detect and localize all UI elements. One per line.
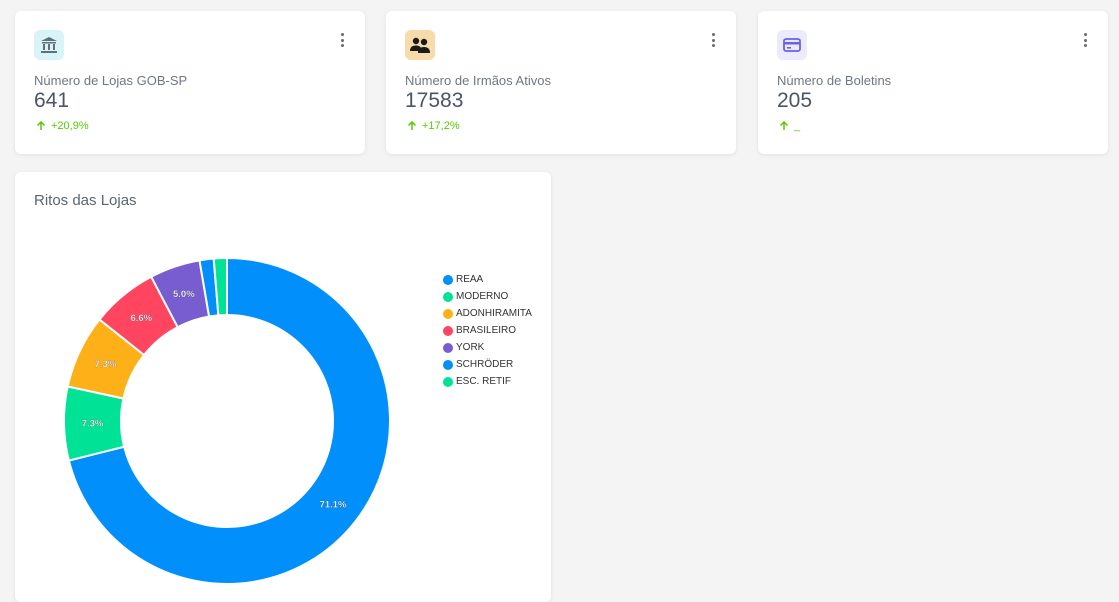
stat-card-irmaos: Número de Irmãos Ativos 17583 +17,2% [386,11,736,154]
more-options-icon[interactable] [710,33,716,47]
legend-label: REAA [456,274,484,285]
legend-item[interactable]: BRASILEIRO [443,322,532,339]
stat-value: 17583 [405,89,464,112]
legend-item[interactable]: YORK [443,339,532,356]
stat-label: Número de Irmãos Ativos [405,73,551,88]
arrow-up-icon [407,121,417,130]
legend-marker [443,274,453,285]
legend-label: ADONHIRAMITA [456,308,532,319]
legend-marker [443,308,453,319]
users-icon [405,30,435,60]
more-options-icon[interactable] [1082,33,1088,47]
legend-marker [443,359,453,370]
stat-card-boletins: Número de Boletins 205 _ [758,11,1108,154]
donut-data-label: 71.1% [320,499,347,510]
stat-change: +17,2% [407,120,460,132]
legend-label: SCHRÖDER [456,359,514,370]
stat-value: 641 [34,89,70,112]
legend-label: BRASILEIRO [456,325,517,336]
legend-label: MODERNO [456,291,509,302]
card-icon [777,30,807,60]
donut-data-label: 6.6% [130,313,152,324]
legend-label: ESC. RETIF [456,376,512,387]
chart-title: Ritos das Lojas [34,192,137,209]
legend-item[interactable]: SCHRÖDER [443,356,532,373]
donut-data-label: 7.3% [82,419,104,430]
donut-slice-esc-retif[interactable] [212,256,228,317]
stat-change-value: _ [794,120,801,132]
legend-item[interactable]: ADONHIRAMITA [443,305,532,322]
arrow-up-icon [36,121,46,130]
stat-card-lojas: Número de Lojas GOB-SP 641 +20,9% [15,11,365,154]
more-options-icon[interactable] [339,33,345,47]
legend-marker [443,325,453,336]
stat-label: Número de Boletins [777,73,892,88]
stat-label: Número de Lojas GOB-SP [34,73,188,88]
stat-value: 205 [777,89,813,112]
stat-change-value: +17,2% [422,120,460,132]
stat-change: +20,9% [36,120,89,132]
stat-change: _ [779,120,800,132]
legend-item[interactable]: MODERNO [443,288,532,305]
donut-data-label: 5.0% [173,289,195,300]
donut-slice-reaa[interactable] [67,256,391,585]
chart-legend: REAA MODERNO ADONHIRAMITA BRASILEIRO YORK SCH… [443,271,532,390]
legend-label: YORK [456,342,485,353]
arrow-up-icon [779,121,789,130]
legend-marker [443,342,453,353]
donut-data-label: 7.3% [95,359,117,370]
donut-chart: 71.1% 7.3% 7.3% 6.6% 5.0% [63,256,391,585]
chart-card-ritos: Ritos das Lojas 71.1% 7.3% 7.3% 6.6% 5.0% RE… [15,172,551,602]
legend-marker [443,376,453,387]
bank-icon [34,30,64,60]
stat-change-value: +20,9% [51,120,89,132]
legend-item[interactable]: ESC. RETIF [443,373,532,390]
legend-marker [443,291,453,302]
legend-item[interactable]: REAA [443,271,532,288]
